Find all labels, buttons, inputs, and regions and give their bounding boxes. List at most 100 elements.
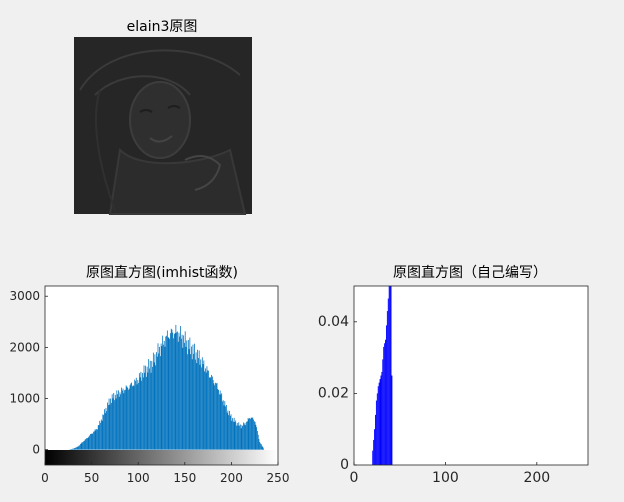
hist1-bar	[167, 337, 169, 450]
hist2-xtick-label: 100	[432, 470, 459, 486]
hist1-bar	[168, 337, 170, 450]
histogram-custom-panel: 原图直方图（自己编写） 0 100 200 0 0.02 0.04	[318, 264, 589, 486]
hist1-bar	[212, 380, 214, 450]
hist1-bar	[173, 338, 174, 450]
hist1-bar	[111, 402, 112, 450]
hist1-bar	[177, 331, 178, 450]
hist1-bar	[86, 438, 88, 450]
hist1-bar	[101, 420, 103, 450]
hist1-bar	[257, 431, 258, 450]
hist1-bar	[116, 390, 118, 450]
hist1-bar	[170, 333, 171, 450]
hist1-bar	[151, 360, 153, 450]
hist1-bar	[228, 415, 230, 450]
hist1-bar	[182, 347, 184, 450]
hist1-xtick-label: 200	[220, 471, 243, 485]
hist2-bars	[372, 286, 393, 465]
hist1-bar	[192, 344, 194, 450]
hist1-bar	[236, 422, 238, 450]
hist1-bar	[239, 424, 241, 450]
hist1-title: 原图直方图(imhist函数)	[86, 264, 238, 281]
hist1-bar	[196, 363, 198, 450]
hist1-bar	[87, 437, 89, 450]
hist1-bar	[93, 431, 94, 450]
hist2-xtick-label: 0	[350, 470, 359, 486]
hist1-bar	[253, 421, 255, 450]
hist1-bar	[100, 419, 102, 450]
hist1-bar	[147, 372, 149, 450]
hist1-bar	[185, 346, 187, 450]
hist1-bar	[262, 447, 264, 450]
hist1-bar	[125, 385, 127, 450]
hist1-bar	[74, 448, 76, 450]
hist1-bar	[121, 387, 122, 450]
hist1-bar	[222, 401, 223, 450]
hist1-bar	[72, 448, 73, 450]
hist1-bar	[257, 434, 259, 450]
hist1-bar	[138, 373, 140, 450]
hist1-bar	[190, 354, 192, 450]
image-panel: elain3原图	[74, 19, 252, 215]
hist1-bar	[92, 433, 94, 450]
hist1-bar	[95, 430, 97, 450]
hist1-bar	[94, 429, 96, 450]
hist1-bar	[174, 333, 176, 450]
hist1-bar	[153, 362, 155, 450]
hist1-bar	[126, 386, 128, 450]
hist2-bar	[379, 379, 381, 465]
hist1-bar	[155, 365, 157, 450]
hist1-bar	[152, 352, 154, 450]
hist1-bar	[215, 382, 216, 450]
hist1-bar	[229, 415, 231, 450]
hist1-bar	[250, 417, 252, 450]
hist1-bar	[195, 352, 197, 450]
hist1-bar	[115, 398, 117, 450]
hist1-bar	[156, 352, 157, 450]
hist1-bar	[93, 431, 95, 450]
hist1-bar	[173, 334, 175, 450]
hist1-bar	[134, 379, 136, 450]
hist1-bar	[260, 443, 261, 450]
hist1-bar	[166, 335, 167, 450]
hist1-bar	[177, 341, 179, 450]
hist1-bar	[112, 398, 114, 450]
hist1-bar	[128, 388, 130, 450]
hist1-axes-box	[44, 285, 279, 466]
hist1-bar	[239, 425, 240, 450]
hist1-bar	[114, 400, 115, 450]
hist1-colorbar	[45, 450, 278, 465]
hist2-bar	[385, 339, 386, 465]
hist1-bar	[119, 392, 121, 450]
hist1-bar	[249, 417, 251, 450]
hist1-bar	[170, 328, 172, 450]
hist1-bar	[76, 447, 77, 450]
hist1-bar	[200, 359, 202, 450]
hist1-bar	[143, 365, 145, 450]
hist1-bar	[180, 326, 181, 450]
hist1-bar	[120, 394, 122, 450]
hist1-bar	[188, 349, 190, 450]
hist1-bar	[244, 422, 246, 450]
hist2-bar	[377, 386, 379, 465]
hist1-bar	[82, 442, 84, 450]
hist2-ticks: 0 100 200 0 0.02 0.04	[318, 314, 550, 486]
hist1-bar	[144, 372, 146, 450]
hist1-bar	[97, 429, 98, 450]
hist1-bar	[204, 371, 205, 450]
hist1-bar	[217, 389, 219, 450]
hist1-bar	[141, 380, 143, 450]
hist1-bar	[253, 419, 254, 450]
hist1-bar	[194, 343, 195, 450]
hist1-bar	[84, 439, 86, 450]
hist1-bar	[215, 383, 217, 450]
hist2-bar	[381, 371, 383, 465]
hist1-bar	[246, 421, 247, 450]
hist1-bar	[131, 386, 133, 450]
hist1-bar	[232, 421, 234, 450]
hist1-bar	[128, 389, 129, 450]
portrait-image	[79, 49, 247, 215]
hist1-bar	[142, 373, 143, 450]
hist1-bar	[166, 330, 168, 450]
hist1-bar	[149, 368, 150, 450]
hist1-bar	[259, 442, 261, 450]
